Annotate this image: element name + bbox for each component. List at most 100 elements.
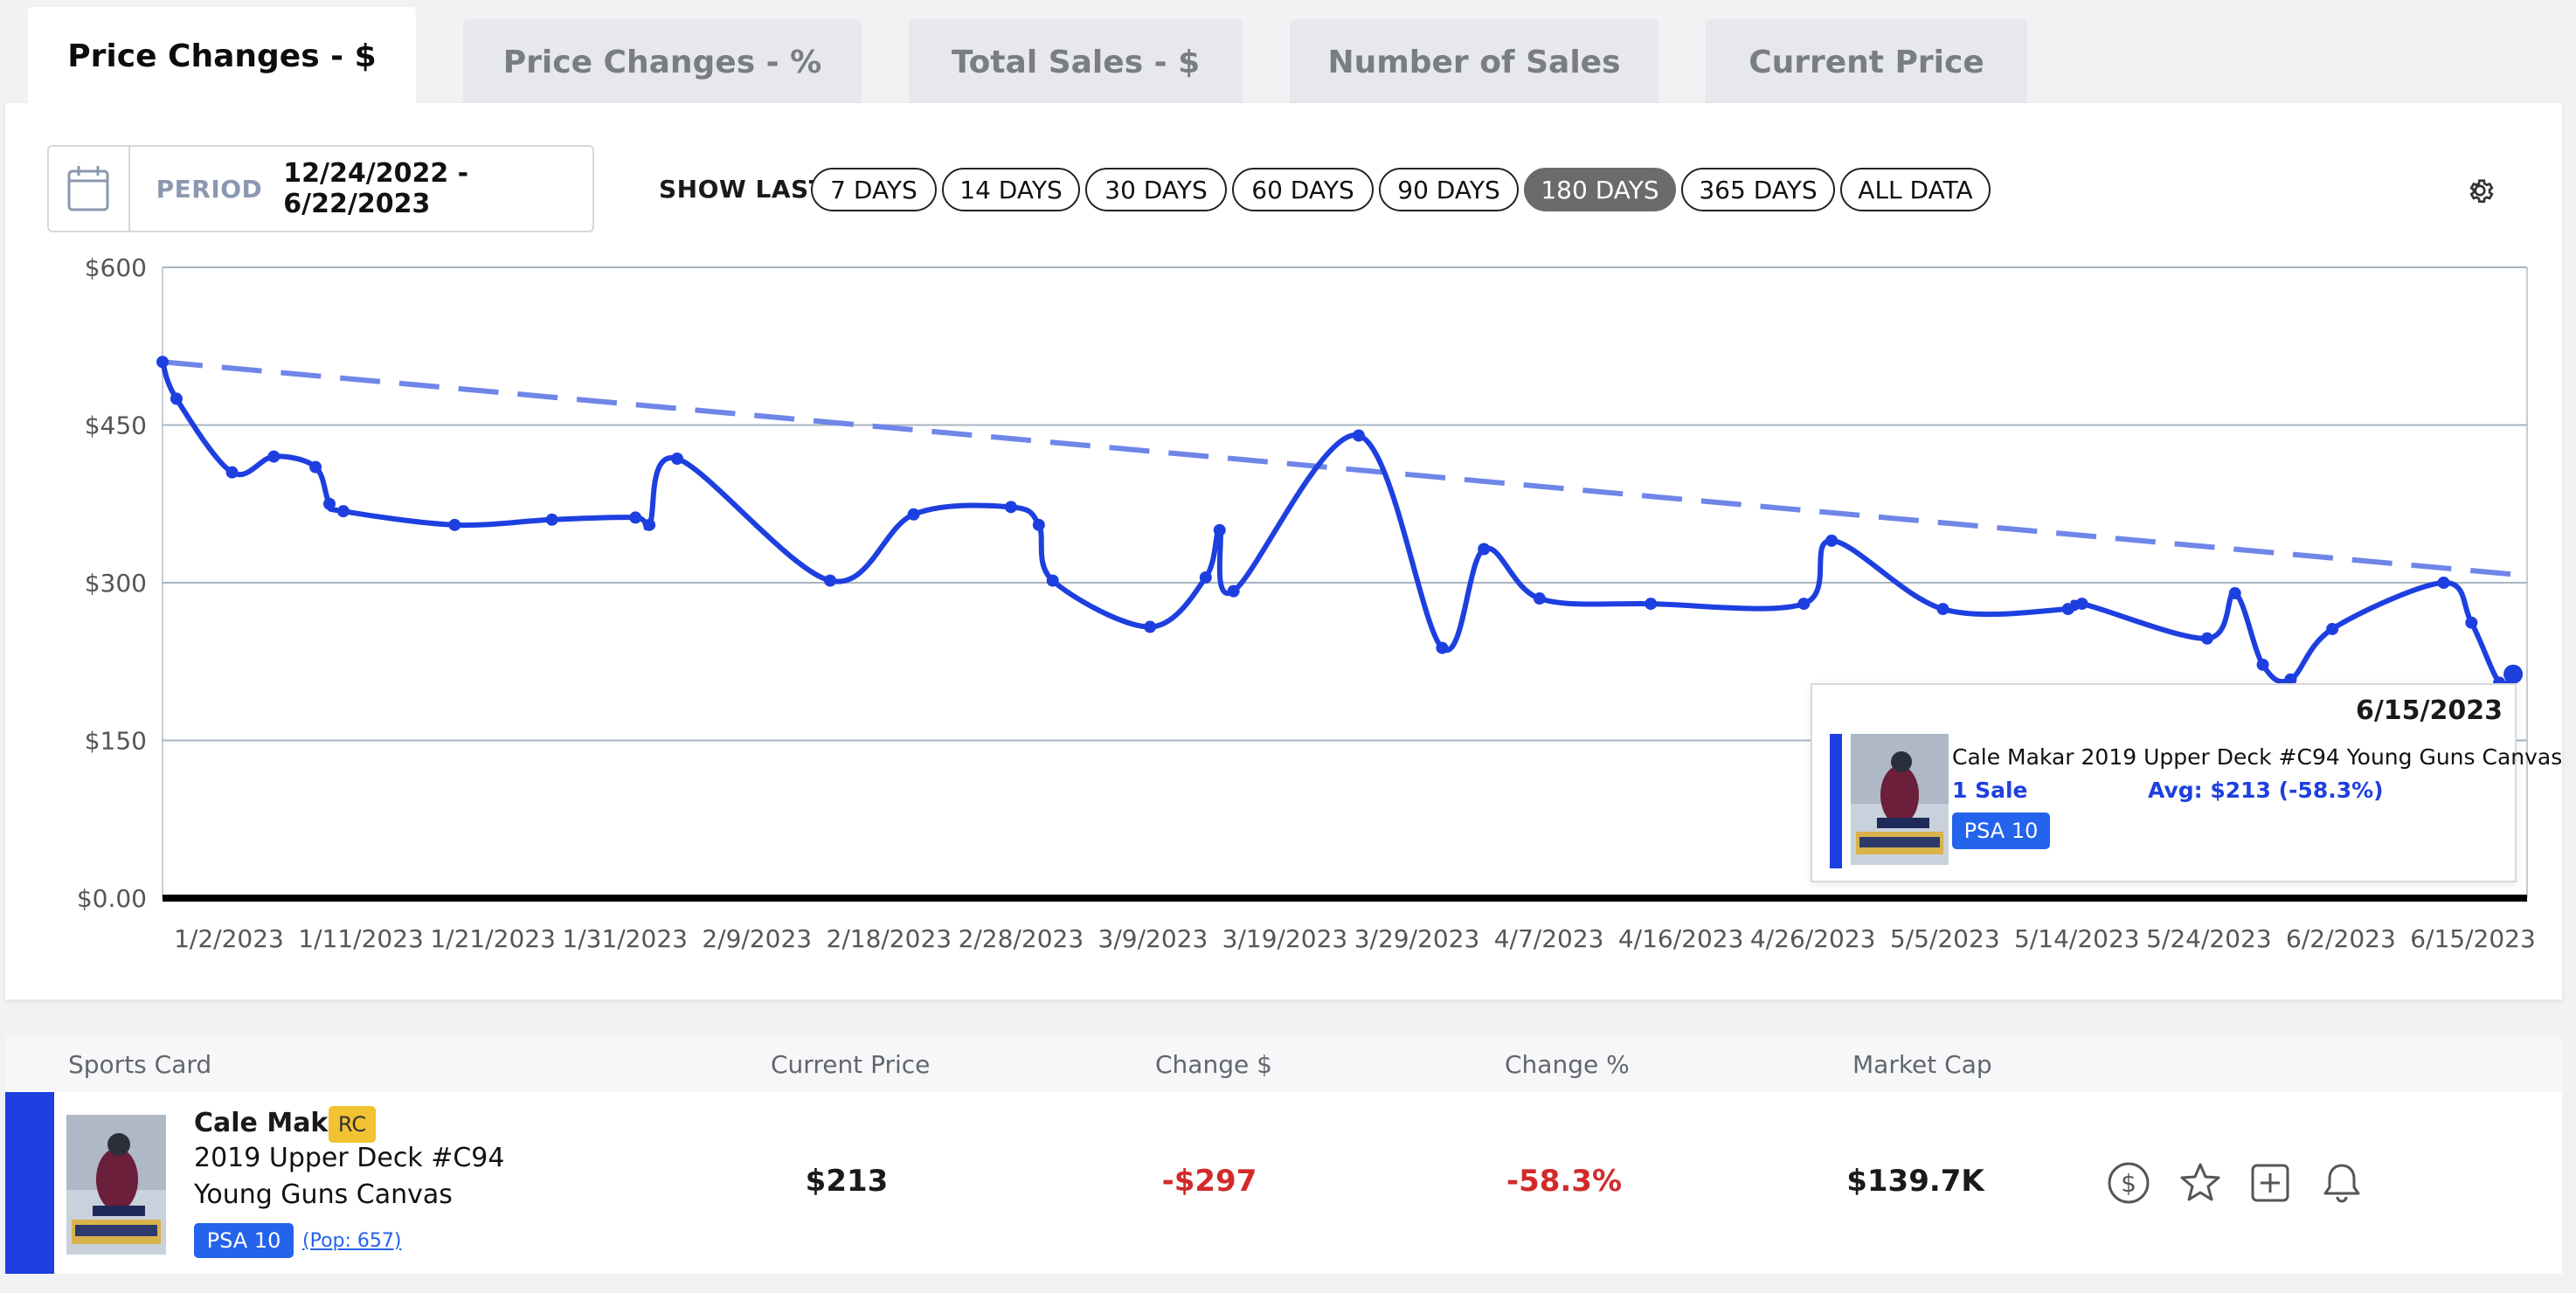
price-chart[interactable]: $600$450$300$150$0.001/2/2023 1/11/2023 1/… [5,103,2562,999]
header-change-usd[interactable]: Change $ [1155,1050,1272,1079]
x-tick-label: 2/18/2023 [827,924,952,953]
tooltip-accent-bar [1830,734,1842,868]
table-row[interactable]: Cale Makar RC 2019 Upper Deck #C94 Young… [5,1092,2562,1274]
trendline [162,359,2528,578]
x-tick-label: 2/28/2023 [959,924,1084,953]
data-point [2284,673,2297,686]
y-tick-label: $450 [85,411,147,440]
range-all-data[interactable]: ALL DATA [1840,168,1991,211]
period-label: PERIOD [156,174,263,204]
tooltip-date: 6/15/2023 [2355,695,2503,726]
data-point [643,518,656,531]
data-point [1144,620,1157,633]
x-tick-label: 1/21/2023 [430,924,556,953]
svg-text:$: $ [2121,1169,2136,1198]
card-variant: Young Guns Canvas [194,1179,453,1210]
x-tick-label: 1/2/2023 [174,924,284,953]
data-point [1436,641,1449,654]
range-180-days[interactable]: 180 DAYS [1524,168,1676,211]
card-thumbnail [1851,734,1949,865]
population-link[interactable]: (Pop: 657) [302,1230,402,1252]
dollar-icon[interactable]: $ [2106,1160,2151,1206]
header-market-cap[interactable]: Market Cap [1852,1050,1992,1079]
data-point [2256,658,2269,671]
change-pct-value: -58.3% [1506,1164,1623,1199]
tab-current-price[interactable]: Current Price [1706,19,2027,105]
x-tick-label: 4/16/2023 [1618,924,1744,953]
tab-number-of-sales[interactable]: Number of Sales [1290,19,1658,105]
data-point [225,466,239,479]
chart-tooltip: 6/15/2023 Cale Makar 2019 Upper Deck #C9… [1811,683,2562,882]
x-tick-label: 5/5/2023 [1890,924,2000,953]
x-tick-label: 6/2/2023 [2286,924,2396,953]
data-point [2075,598,2088,611]
tooltip-grade-badge: PSA 10 [1952,812,2050,849]
gear-icon[interactable] [2464,175,2496,206]
x-tick-label: 3/19/2023 [1222,924,1348,953]
data-point [1533,592,1546,605]
header-current-price[interactable]: Current Price [771,1050,931,1079]
y-tick-label: $0.00 [77,884,147,913]
data-point [2228,587,2241,600]
price-line [160,361,2516,688]
data-point [824,574,837,587]
data-point [1352,429,1365,442]
star-icon[interactable] [2178,1160,2223,1206]
header-sports-card[interactable]: Sports Card [68,1050,212,1079]
data-point [2437,577,2450,589]
change-usd-value: -$297 [1161,1164,1257,1199]
data-point [336,505,350,518]
data-point [1032,518,1045,531]
y-tick-label: $600 [85,253,147,282]
range-90-days[interactable]: 90 DAYS [1379,168,1519,211]
tab-total-sales[interactable]: Total Sales - $ [909,19,1243,105]
row-accent-bar [5,1092,54,1274]
card-thumbnail[interactable] [66,1115,166,1255]
data-point [2061,603,2074,616]
x-tick-label: 6/15/2023 [2410,924,2536,953]
data-point [1213,523,1226,536]
bell-icon[interactable] [2319,1160,2365,1206]
range-7-days[interactable]: 7 DAYS [811,168,937,211]
range-60-days[interactable]: 60 DAYS [1232,168,1374,211]
period-picker[interactable]: PERIOD 12/24/2022 - 6/22/2023 [47,145,594,232]
grade-badge: PSA 10 [194,1223,294,1258]
data-point [1645,598,1658,611]
range-30-days[interactable]: 30 DAYS [1085,168,1227,211]
data-point [1227,584,1240,598]
data-point [1046,574,1059,587]
range-14-days[interactable]: 14 DAYS [942,168,1080,211]
x-tick-label: 4/26/2023 [1750,924,1876,953]
data-point [170,392,183,405]
x-tick-label: 4/7/2023 [1494,924,1604,953]
add-icon[interactable] [2247,1160,2293,1206]
data-point [2465,616,2478,629]
y-tick-label: $150 [85,727,147,756]
tab-price-changes-usd[interactable]: Price Changes - $ [28,7,416,105]
range-365-days[interactable]: 365 DAYS [1681,168,1835,211]
data-point [907,508,920,521]
data-point [2200,632,2213,645]
data-point [1478,543,1491,556]
period-range[interactable]: 12/24/2022 - 6/22/2023 [283,158,469,219]
data-point [156,356,169,369]
table-header: Sports Card Current Price Change $ Chang… [5,1036,2562,1092]
data-point [448,518,461,531]
data-point [545,513,558,526]
data-point [1004,501,1017,514]
x-tick-label: 5/24/2023 [2146,924,2272,953]
tooltip-avg: Avg: $213 (-58.3%) [2148,778,2384,803]
x-tick-label: 3/29/2023 [1354,924,1480,953]
data-point [267,450,280,463]
data-point [1936,603,1949,616]
data-point [2326,622,2339,635]
calendar-icon[interactable] [49,147,130,231]
tooltip-sales: 1 Sale [1952,778,2028,803]
tooltip-title: Cale Makar 2019 Upper Deck #C94 Young Gu… [1952,744,2563,770]
current-price-value: $213 [805,1164,889,1199]
tab-price-changes-pct[interactable]: Price Changes - % [463,19,862,105]
header-change-pct[interactable]: Change % [1505,1050,1630,1079]
data-point [323,497,336,510]
rookie-badge: RC [329,1106,376,1143]
card-set: 2019 Upper Deck #C94 [194,1143,505,1173]
